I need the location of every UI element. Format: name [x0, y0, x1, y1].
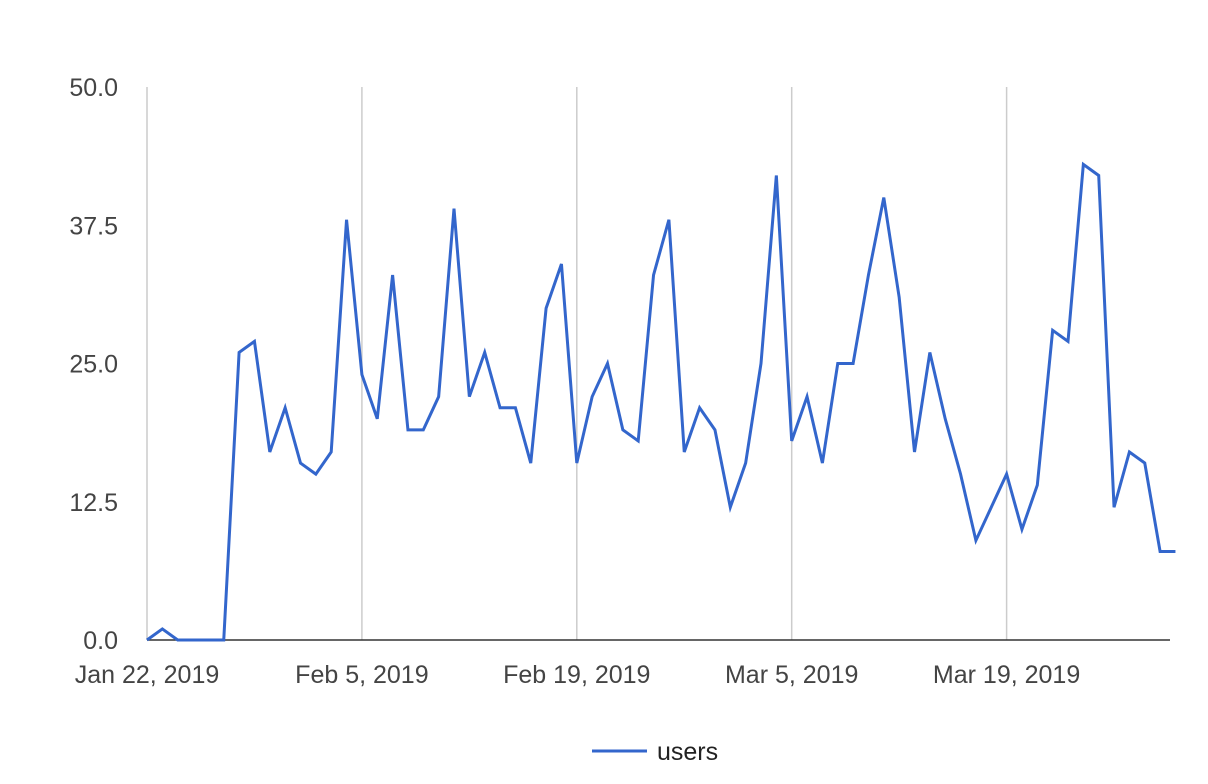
data-point-61	[1081, 162, 1085, 166]
legend-label-users: users	[657, 738, 718, 766]
y-tick-label-0: 0.0	[83, 627, 118, 655]
data-point-17	[406, 428, 410, 432]
x-tick-label-3: Mar 5, 2019	[725, 661, 858, 689]
data-point-40	[759, 362, 763, 366]
data-point-26	[544, 306, 548, 310]
data-point-20	[452, 207, 456, 211]
data-point-44	[820, 461, 824, 465]
data-point-33	[652, 273, 656, 277]
data-point-49	[897, 295, 901, 299]
data-point-31	[621, 428, 625, 432]
data-point-15	[375, 417, 379, 421]
y-tick-label-1: 12.5	[69, 489, 118, 517]
data-point-35	[682, 450, 686, 454]
data-point-22	[483, 350, 487, 354]
data-point-12	[329, 450, 333, 454]
legend: users	[592, 738, 718, 766]
data-point-30	[606, 362, 610, 366]
data-point-60	[1066, 339, 1070, 343]
y-tick-label-4: 50.0	[69, 74, 118, 102]
data-point-58	[1035, 483, 1039, 487]
data-point-0	[145, 638, 149, 642]
data-point-21	[467, 395, 471, 399]
series-line-users	[146, 161, 1176, 642]
data-point-5	[222, 638, 226, 642]
data-point-46	[851, 362, 855, 366]
data-points	[145, 162, 1177, 642]
x-tick-label-0: Jan 22, 2019	[75, 661, 220, 689]
data-point-16	[391, 273, 395, 277]
data-point-38	[728, 505, 732, 509]
data-point-25	[529, 461, 533, 465]
data-point-29	[590, 395, 594, 399]
data-point-28	[575, 461, 579, 465]
data-point-7	[252, 339, 256, 343]
data-point-57	[1020, 527, 1024, 531]
data-point-8	[268, 450, 272, 454]
x-tick-label-1: Feb 5, 2019	[295, 661, 428, 689]
grid-lines	[146, 87, 1008, 640]
data-point-14	[360, 373, 364, 377]
data-point-66	[1158, 550, 1162, 554]
data-point-62	[1097, 173, 1101, 177]
data-point-19	[437, 395, 441, 399]
data-point-43	[805, 395, 809, 399]
data-point-59	[1051, 328, 1055, 332]
data-point-11	[314, 472, 318, 476]
data-point-9	[283, 406, 287, 410]
data-point-55	[989, 505, 993, 509]
data-point-45	[836, 362, 840, 366]
data-point-63	[1112, 505, 1116, 509]
data-point-47	[866, 273, 870, 277]
data-point-41	[774, 173, 778, 177]
data-point-24	[513, 406, 517, 410]
data-point-23	[498, 406, 502, 410]
x-tick-label-2: Feb 19, 2019	[503, 661, 650, 689]
data-point-51	[928, 350, 932, 354]
x-tick-label-4: Mar 19, 2019	[933, 661, 1080, 689]
data-point-48	[882, 196, 886, 200]
data-point-34	[667, 218, 671, 222]
data-point-65	[1143, 461, 1147, 465]
data-point-42	[790, 439, 794, 443]
data-point-6	[237, 350, 241, 354]
data-point-1	[160, 627, 164, 631]
data-point-4	[206, 638, 210, 642]
data-point-10	[299, 461, 303, 465]
data-point-32	[636, 439, 640, 443]
data-point-2	[176, 638, 180, 642]
data-point-52	[943, 417, 947, 421]
data-point-36	[698, 406, 702, 410]
data-point-56	[1005, 472, 1009, 476]
data-point-13	[345, 218, 349, 222]
data-point-18	[421, 428, 425, 432]
data-point-54	[974, 538, 978, 542]
data-point-27	[559, 262, 563, 266]
y-tick-label-3: 37.5	[69, 212, 118, 240]
data-point-37	[713, 428, 717, 432]
data-point-3	[191, 638, 195, 642]
data-point-53	[959, 472, 963, 476]
y-axis-labels: 0.0 12.5 25.0 37.5 50.0	[69, 74, 118, 655]
data-point-50	[913, 450, 917, 454]
data-point-64	[1127, 450, 1131, 454]
y-tick-label-2: 25.0	[69, 351, 118, 379]
data-point-39	[744, 461, 748, 465]
data-point-67	[1173, 550, 1177, 554]
x-axis-labels: Jan 22, 2019 Feb 5, 2019 Feb 19, 2019 Ma…	[75, 661, 1081, 689]
